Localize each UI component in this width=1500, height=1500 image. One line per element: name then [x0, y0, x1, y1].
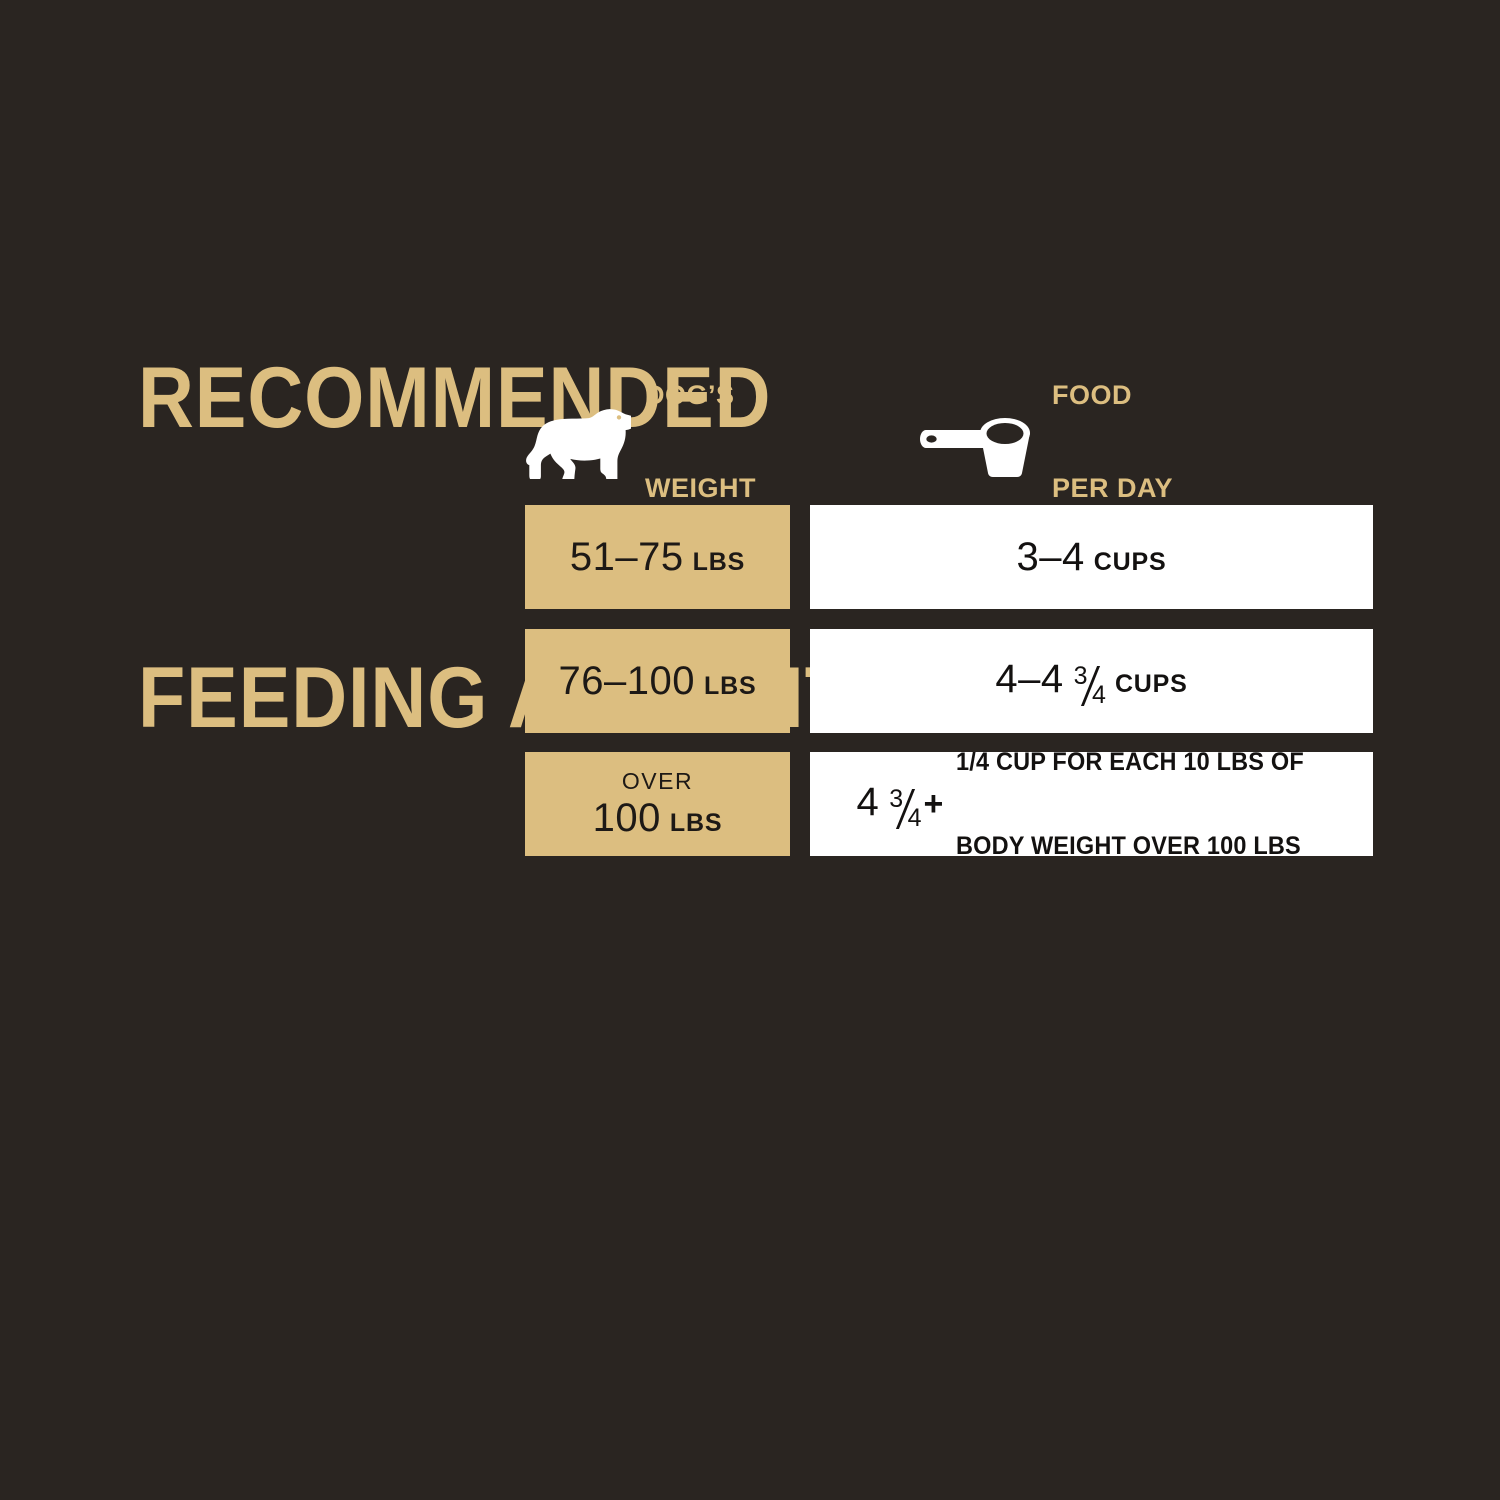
row-2-weight-value: 76–100 [558, 658, 696, 703]
row-2-food-fraction: 3 4 [1073, 662, 1106, 710]
row-2-food-unit: CUPS [1114, 670, 1188, 699]
row-3-weight-value: 100 [592, 796, 661, 841]
column-header-food-per-day: FOOD PER DAY [918, 380, 1173, 503]
row-2-fraction-denominator: 4 [1092, 681, 1106, 710]
row-3-weight-prefix: OVER [621, 767, 694, 794]
dogs-weight-line-2: WEIGHT [645, 473, 756, 503]
row-2-food-value: 4–4 [995, 657, 1064, 702]
column-header-dogs-weight-label: DOG’S WEIGHT [645, 318, 756, 566]
row-1-food-unit: CUPS [1093, 547, 1167, 576]
row-3-food-value: 4 [856, 780, 880, 825]
table-row-1-weight-cell: 51–75 LBS [525, 505, 790, 609]
row-1-weight-unit: LBS [692, 547, 746, 576]
row-3-food-fraction: 3 4 [889, 785, 922, 833]
row-2-weight-unit: LBS [704, 671, 757, 700]
column-header-dogs-weight: DOG’S WEIGHT [525, 380, 756, 503]
row-1-food-value: 3–4 [1016, 534, 1085, 579]
table-row-2-food-cell: 4–4 3 4 CUPS [810, 629, 1373, 733]
row-3-fraction-denominator: 4 [907, 804, 922, 833]
measuring-cup-icon [920, 418, 1030, 477]
row-3-food-plus: + [923, 785, 944, 824]
row-3-food-note-line-2: BODY WEIGHT OVER 100 LBS [956, 832, 1302, 860]
table-row-2-weight-cell: 76–100 LBS [525, 629, 790, 733]
table-row-3-food-cell: 4 3 4 + 1/4 CUP FOR EACH 10 LBS OF BODY … [810, 748, 1373, 860]
row-3-food-note: 1/4 CUP FOR EACH 10 LBS OF BODY WEIGHT O… [956, 692, 1304, 916]
row-1-weight-value: 51–75 [569, 534, 684, 579]
dogs-weight-line-1: DOG’S [645, 380, 735, 410]
food-per-day-line-1: FOOD [1052, 380, 1132, 410]
page-title: RECOMMENDED FEEDING AMOUNT [138, 148, 948, 848]
row-3-food-amount: 4 3 4 + [856, 780, 944, 833]
row-3-fraction-numerator: 3 [889, 785, 904, 814]
table-header-row: DOG’S WEIGHT FOOD PER DAY [525, 380, 1375, 503]
table-row-3-weight-cell: OVER 100 LBS [525, 752, 790, 856]
page-title-line-1: RECOMMENDED [138, 350, 772, 446]
dog-silhouette-icon [526, 409, 631, 479]
row-3-weight-unit: LBS [669, 809, 723, 838]
table-row-1-food-cell: 3–4 CUPS [810, 505, 1373, 609]
row-2-fraction-numerator: 3 [1073, 662, 1088, 691]
column-header-food-per-day-label: FOOD PER DAY [1052, 318, 1173, 566]
row-3-food-note-line-1: 1/4 CUP FOR EACH 10 LBS OF [956, 748, 1305, 776]
food-per-day-line-2: PER DAY [1052, 473, 1174, 503]
